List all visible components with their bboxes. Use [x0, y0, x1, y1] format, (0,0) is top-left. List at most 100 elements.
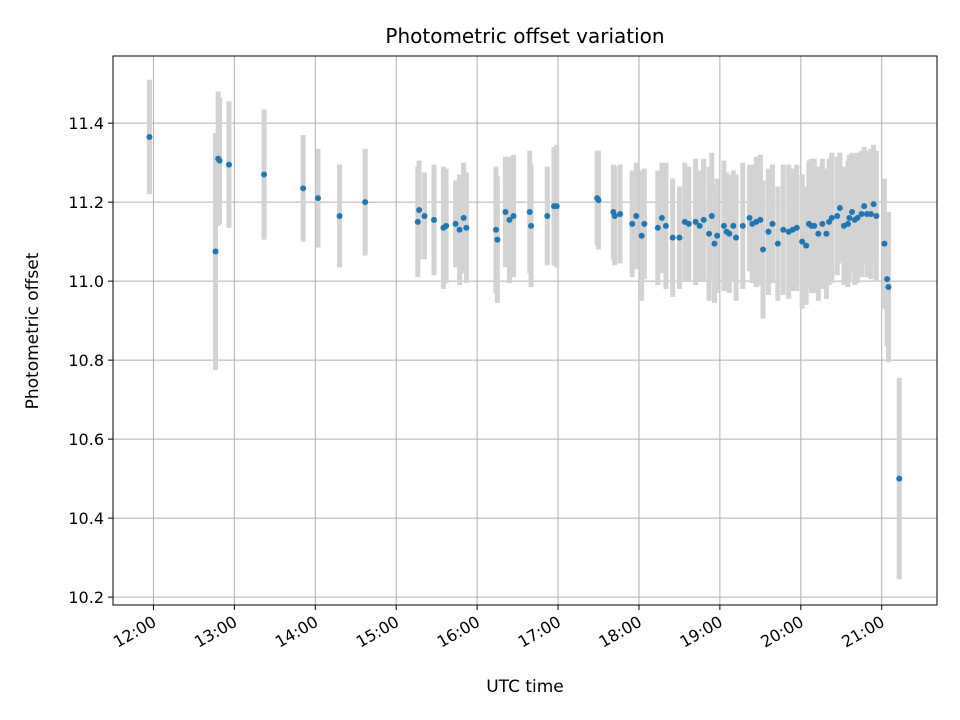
data-point: [658, 214, 665, 221]
chart-title: Photometric offset variation: [385, 24, 664, 48]
data-point: [506, 216, 513, 223]
data-point: [803, 242, 810, 249]
data-point: [757, 216, 764, 223]
data-point: [811, 222, 818, 229]
data-point: [696, 222, 703, 229]
y-axis-label: Photometric offset: [23, 252, 43, 409]
data-point: [873, 212, 880, 219]
y-tick-label: 11.4: [68, 114, 104, 133]
data-point: [685, 220, 692, 227]
data-point: [799, 238, 806, 245]
data-point: [676, 234, 683, 241]
data-point: [414, 218, 421, 225]
data-point: [553, 203, 560, 210]
data-point: [730, 222, 737, 229]
data-point: [669, 234, 676, 241]
data-point: [844, 220, 851, 227]
data-point: [846, 214, 853, 221]
y-tick-label: 11.2: [68, 193, 104, 212]
x-tick-label: 12:00: [110, 612, 159, 652]
data-point: [884, 276, 891, 283]
data-point: [212, 248, 219, 255]
data-point: [225, 161, 232, 168]
data-point: [430, 216, 437, 223]
x-tick-label: 17:00: [515, 612, 564, 652]
data-point: [861, 203, 868, 210]
data-point: [336, 212, 343, 219]
data-point: [849, 209, 856, 216]
data-point: [815, 230, 822, 237]
x-tick-label: 16:00: [434, 612, 483, 652]
grid: [113, 56, 937, 605]
data-point: [629, 220, 636, 227]
data-point: [216, 157, 223, 164]
y-tick-label: 11.0: [68, 272, 104, 291]
y-tick-label: 10.6: [68, 430, 104, 449]
data-point: [793, 224, 800, 231]
x-tick-label: 15:00: [353, 612, 402, 652]
data-point: [765, 228, 772, 235]
y-tick-label: 10.8: [68, 351, 104, 370]
data-point: [708, 212, 715, 219]
data-point: [544, 212, 551, 219]
data-point: [595, 197, 602, 204]
data-point: [769, 220, 776, 227]
data-point: [146, 133, 153, 140]
data-point: [726, 230, 733, 237]
data-point: [854, 214, 861, 221]
data-point: [834, 212, 841, 219]
data-point: [711, 240, 718, 247]
data-point: [714, 232, 721, 239]
data-point: [867, 210, 874, 217]
data-point: [662, 222, 669, 229]
data-point: [261, 171, 268, 178]
data-point: [456, 226, 463, 233]
data-point: [858, 210, 865, 217]
data-point: [452, 220, 459, 227]
data-point: [733, 234, 740, 241]
data-point: [300, 185, 307, 192]
data-point: [463, 224, 470, 231]
data-point: [443, 222, 450, 229]
error-bars: [146, 79, 902, 580]
data-point: [638, 232, 645, 239]
data-point: [654, 224, 661, 231]
y-axis-ticks: 10.2 10.4 10.6 10.8 11.0 11.2 11.4: [68, 114, 113, 607]
x-tick-label: 18:00: [596, 612, 645, 652]
data-point: [416, 207, 423, 214]
data-point: [819, 220, 826, 227]
data-point: [870, 201, 877, 208]
x-tick-label: 14:00: [272, 612, 321, 652]
data-point: [739, 222, 746, 229]
plot-frame: [112, 55, 938, 606]
data-point: [617, 210, 624, 217]
data-point: [633, 212, 640, 219]
data-point: [881, 240, 888, 247]
data-point: [460, 214, 467, 221]
data-point: [510, 212, 517, 219]
data-point: [828, 214, 835, 221]
x-tick-label: 19:00: [676, 612, 725, 652]
y-tick-label: 10.2: [68, 588, 104, 607]
data-point: [836, 205, 843, 212]
x-tick-label: 20:00: [757, 612, 806, 652]
x-tick-label: 13:00: [191, 612, 240, 652]
data-point: [780, 226, 787, 233]
x-axis-ticks: 12:00 13:00 14:00 15:00 16:00 17:00 18:00 19:00…: [110, 605, 888, 652]
data-point: [896, 475, 903, 482]
data-point: [502, 209, 509, 216]
data-point: [528, 222, 535, 229]
data-point: [314, 195, 321, 202]
data-points: [146, 133, 903, 482]
data-point: [823, 230, 830, 237]
data-point: [700, 216, 707, 223]
data-point: [774, 240, 781, 247]
data-point: [746, 214, 753, 221]
data-point: [421, 212, 428, 219]
x-axis-label: UTC time: [486, 677, 564, 697]
data-point: [611, 212, 618, 219]
data-point: [526, 209, 533, 216]
x-tick-label: 21:00: [838, 612, 887, 652]
data-point: [720, 222, 727, 229]
